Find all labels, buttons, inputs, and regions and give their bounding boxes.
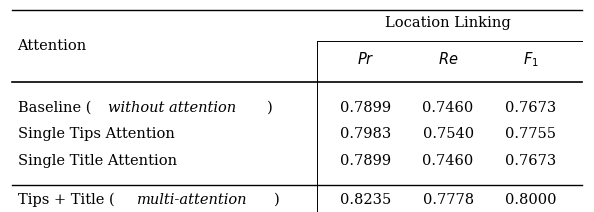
Text: 0.8000: 0.8000 [505,193,557,207]
Text: Tips + Title (: Tips + Title ( [18,192,114,207]
Text: ): ) [274,193,280,207]
Text: Location Linking: Location Linking [386,15,511,29]
Text: 0.7460: 0.7460 [422,154,474,168]
Text: $\mathit{F}_1$: $\mathit{F}_1$ [523,50,539,68]
Text: without attention: without attention [109,101,236,115]
Text: multi-attention: multi-attention [137,193,248,207]
Text: Single Title Attention: Single Title Attention [18,154,176,168]
Text: 0.7673: 0.7673 [505,101,557,115]
Text: 0.7899: 0.7899 [340,101,391,115]
Text: 0.7460: 0.7460 [422,101,474,115]
Text: $\mathit{Pr}$: $\mathit{Pr}$ [356,51,374,67]
Text: Single Tips Attention: Single Tips Attention [18,127,175,141]
Text: $\mathit{Re}$: $\mathit{Re}$ [438,51,459,67]
Text: 0.7983: 0.7983 [340,127,391,141]
Text: 0.7778: 0.7778 [422,193,473,207]
Text: 0.8235: 0.8235 [340,193,391,207]
Text: 0.7673: 0.7673 [505,154,557,168]
Text: 0.7755: 0.7755 [505,127,557,141]
Text: Attention: Attention [18,39,87,53]
Text: ): ) [267,101,273,115]
Text: 0.7899: 0.7899 [340,154,391,168]
Text: 0.7540: 0.7540 [422,127,473,141]
Text: Baseline (: Baseline ( [18,101,91,115]
